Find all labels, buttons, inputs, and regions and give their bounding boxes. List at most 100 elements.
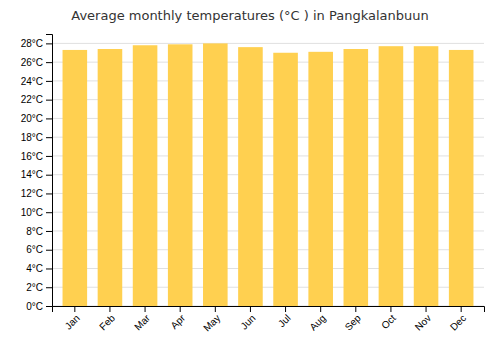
y-tick: 22°C — [21, 94, 52, 105]
y-tick-mark — [46, 306, 52, 307]
x-tick: Nov — [413, 306, 433, 333]
x-tick-label: Aug — [307, 312, 327, 332]
y-tick-mark — [46, 268, 52, 269]
y-tick-label: 28°C — [21, 38, 43, 49]
y-tick-label: 8°C — [26, 226, 43, 237]
y-tick-mark — [46, 212, 52, 213]
x-tick-mark — [180, 306, 181, 312]
bar — [414, 46, 439, 306]
grid-line — [52, 43, 484, 44]
chart-container: Average monthly temperatures (°C ) in Pa… — [0, 0, 500, 350]
y-tick: 4°C — [26, 263, 52, 274]
x-tick-mark — [461, 306, 462, 312]
x-axis: Jan Feb Mar Apr May Jun Jul Aug Sep Oct Nov Dec — [53, 306, 485, 334]
y-tick-label: 14°C — [21, 169, 43, 180]
bar — [63, 50, 88, 306]
x-tick-label: Oct — [379, 312, 398, 331]
x-tick-mark — [215, 306, 216, 312]
y-tick: 28°C — [21, 38, 52, 49]
x-tick: Aug — [307, 306, 327, 333]
y-tick: 0°C — [26, 301, 52, 312]
bar — [133, 45, 158, 306]
x-tick-mark — [109, 306, 110, 312]
bar — [344, 49, 369, 306]
x-tick-label: Dec — [448, 312, 468, 332]
chart: Average monthly temperatures (°C ) in Pa… — [0, 0, 500, 350]
x-tick: Jan — [63, 306, 82, 332]
x-tick-mark — [355, 306, 356, 312]
bar — [449, 50, 474, 306]
y-tick-mark — [46, 118, 52, 119]
x-tick-mark — [320, 306, 321, 312]
x-tick: Apr — [168, 306, 187, 331]
bar — [238, 47, 263, 306]
x-tick-label: Nov — [413, 312, 433, 332]
y-tick-mark — [46, 287, 52, 288]
x-tick-mark — [285, 306, 286, 312]
y-tick-mark — [46, 193, 52, 194]
y-tick: 26°C — [21, 57, 52, 68]
x-tick-mark — [250, 306, 251, 312]
x-tick-label: Jun — [238, 312, 257, 331]
y-tick: 24°C — [21, 76, 52, 87]
y-tick-label: 18°C — [21, 132, 43, 143]
bar — [203, 43, 228, 306]
bar — [98, 49, 123, 306]
bar — [308, 52, 333, 306]
y-tick: 18°C — [21, 132, 52, 143]
y-tick-mark — [46, 250, 52, 251]
y-tick-label: 22°C — [21, 94, 43, 105]
y-tick-label: 12°C — [21, 188, 43, 199]
y-tick-mark — [46, 156, 52, 157]
x-tick-mark — [426, 306, 427, 312]
x-tick-label: Jul — [276, 312, 293, 329]
x-tick-mark — [390, 306, 391, 312]
y-axis: 0°C 2°C 4°C 6°C 8°C 10°C 12°C 14°C 16°C 18°C 20°C 2… — [21, 35, 53, 312]
y-tick: 14°C — [21, 169, 52, 180]
bars — [63, 43, 474, 306]
y-tick: 16°C — [21, 151, 52, 162]
y-tick-label: 4°C — [26, 263, 43, 274]
x-tick: Jun — [238, 306, 257, 332]
x-tick: Feb — [97, 306, 117, 332]
y-tick-label: 10°C — [21, 207, 43, 218]
x-tick-label: Mar — [132, 312, 152, 332]
x-tick: May — [201, 306, 222, 334]
x-tick-label: Feb — [97, 312, 117, 332]
y-tick-mark — [46, 81, 52, 82]
y-tick: 10°C — [21, 207, 52, 218]
x-tick-label: Apr — [168, 312, 187, 331]
y-tick-mark — [46, 231, 52, 232]
x-tick-mark — [74, 306, 75, 312]
x-tick-mark — [145, 306, 146, 312]
y-tick: 8°C — [26, 226, 52, 237]
y-tick-mark — [46, 175, 52, 176]
x-tick: Jul — [276, 306, 293, 329]
y-tick-label: 24°C — [21, 76, 43, 87]
y-tick-label: 2°C — [26, 282, 43, 293]
y-tick-label: 20°C — [21, 113, 43, 124]
y-tick-mark — [46, 100, 52, 101]
x-tick-label: May — [201, 312, 222, 333]
title: Average monthly temperatures (°C ) in Pa… — [71, 8, 429, 23]
y-tick: 12°C — [21, 188, 52, 199]
x-tick: Dec — [448, 306, 468, 333]
y-tick-mark — [46, 137, 52, 138]
bar — [273, 53, 298, 306]
x-axis-line — [53, 307, 485, 313]
grid — [52, 43, 484, 306]
y-tick-label: 0°C — [26, 301, 43, 312]
y-tick-mark — [46, 62, 52, 63]
y-tick-label: 26°C — [21, 57, 43, 68]
y-tick-label: 16°C — [21, 151, 43, 162]
y-axis-line — [46, 35, 53, 307]
x-tick-label: Sep — [343, 312, 364, 333]
y-tick: 6°C — [26, 244, 52, 255]
x-tick: Sep — [343, 306, 364, 333]
plot: 0°C 2°C 4°C 6°C 8°C 10°C 12°C 14°C 16°C 18°C 20°C 2… — [21, 35, 485, 334]
y-tick: 2°C — [26, 282, 52, 293]
x-tick-label: Jan — [63, 312, 82, 331]
y-tick: 20°C — [21, 113, 52, 124]
bar — [379, 46, 404, 306]
y-tick-mark — [46, 43, 52, 44]
